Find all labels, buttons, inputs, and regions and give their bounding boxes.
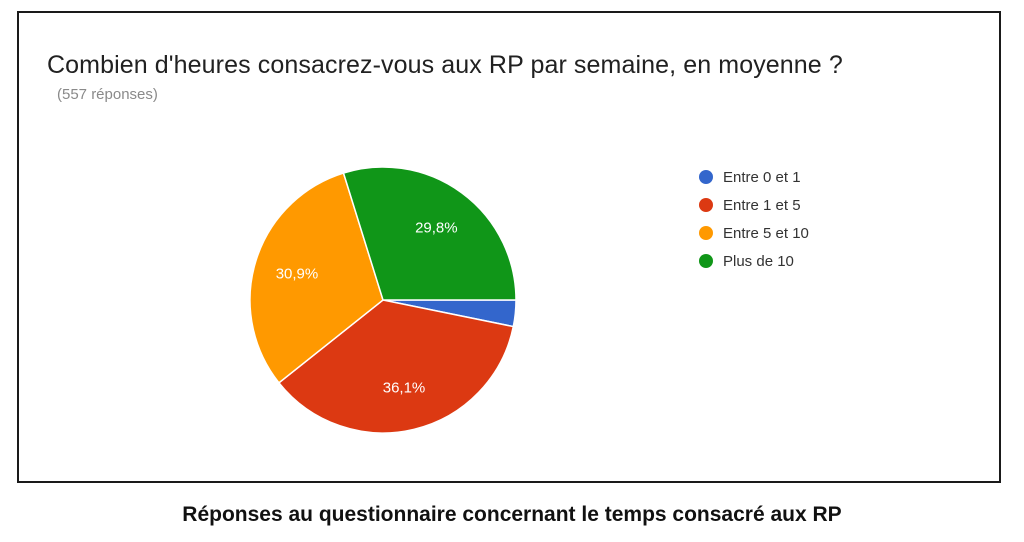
legend-label: Entre 0 et 1 [723, 168, 801, 186]
pie-slice-entre-1-et-5[interactable] [277, 299, 515, 434]
chart-subtitle: (557 réponses) [57, 86, 158, 103]
chart-title: Combien d'heures consacrez-vous aux RP p… [47, 51, 843, 79]
pie-slice-entre-5-et-10[interactable] [249, 172, 384, 384]
slice-value-label-entre-5-et-10: 30,9% [276, 266, 319, 283]
legend-label: Plus de 10 [723, 252, 794, 270]
legend-item-entre-5-et-10[interactable]: Entre 5 et 10 [699, 219, 809, 247]
legend-item-plus-de-10[interactable]: Plus de 10 [699, 247, 809, 275]
legend: Entre 0 et 1 Entre 1 et 5 Entre 5 et 10 Plu… [699, 163, 809, 275]
legend-item-entre-0-et-1[interactable]: Entre 0 et 1 [699, 163, 809, 191]
slice-value-label-plus-de-10: 29,8% [415, 220, 458, 237]
figure-caption: Réponses au questionnaire concernant le … [182, 503, 842, 526]
legend-swatch-icon [699, 198, 713, 212]
pie-labels: 36,1% 30,9% 29,8% [276, 220, 458, 397]
slice-value-label-entre-1-et-5: 36,1% [383, 380, 426, 397]
pie-chart: 36,1% 30,9% 29,8% [249, 166, 517, 434]
legend-swatch-icon [699, 254, 713, 268]
legend-item-entre-1-et-5[interactable]: Entre 1 et 5 [699, 191, 809, 219]
legend-label: Entre 1 et 5 [723, 196, 801, 214]
chart-frame: Combien d'heures consacrez-vous aux RP p… [17, 11, 1001, 483]
pie-slice-plus-de-10[interactable] [342, 166, 517, 301]
legend-label: Entre 5 et 10 [723, 224, 809, 242]
pie-slices [249, 166, 517, 434]
legend-swatch-icon [699, 170, 713, 184]
legend-swatch-icon [699, 226, 713, 240]
